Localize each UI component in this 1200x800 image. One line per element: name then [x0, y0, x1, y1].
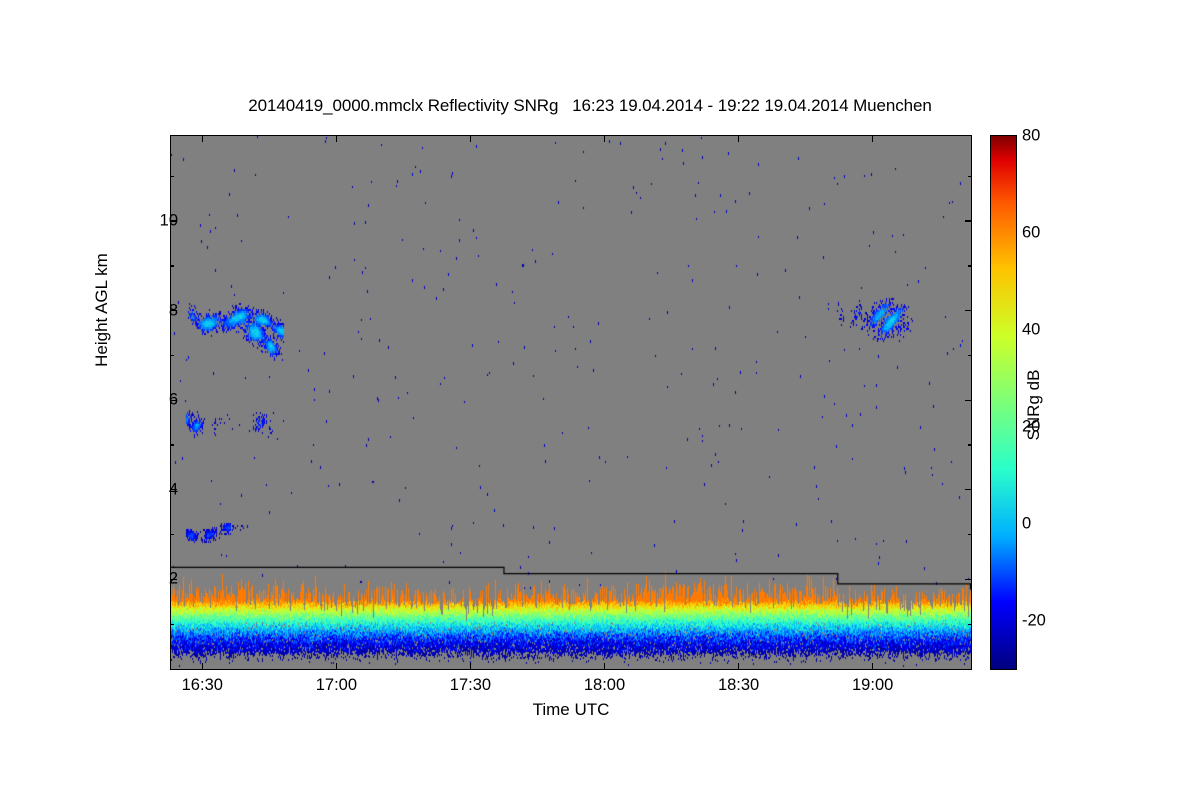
- x-tick-label-3: 18:00: [583, 676, 626, 694]
- colorbar-tick-label-3: 40: [1022, 320, 1041, 339]
- plot-area: [170, 135, 972, 670]
- x-tick-label-4: 18:30: [717, 676, 760, 694]
- y-tick-label-4: 10: [159, 211, 178, 230]
- y-minor-tick-right-1: [968, 533, 972, 536]
- y-tick-right-4: [965, 220, 972, 222]
- x-tick-label-1: 17:00: [315, 676, 358, 694]
- y-tick-label-2: 6: [168, 390, 178, 409]
- x-tick-1: [335, 663, 337, 670]
- y-tick-3: [170, 310, 177, 312]
- colorbar-label: SNRg dB: [1024, 369, 1043, 441]
- x-tick-label-0: 16:30: [181, 676, 223, 694]
- y-tick-0: [170, 578, 177, 581]
- y-minor-tick-right-0: [968, 623, 972, 625]
- y-minor-tick-right-2: [968, 444, 972, 446]
- y-tick-right-0: [965, 578, 972, 581]
- colorbar: [990, 135, 1017, 670]
- y-minor-tick-4: [170, 265, 174, 267]
- x-tick-top-0: [201, 135, 203, 142]
- y-minor-tick-0: [170, 623, 174, 625]
- x-axis-label: Time UTC: [532, 700, 610, 719]
- colorbar-tick-label-5: 80: [1022, 126, 1041, 145]
- colorbar-tick-label-4: 60: [1022, 223, 1041, 242]
- x-tick-top-2: [469, 135, 472, 142]
- x-tick-4: [737, 663, 740, 670]
- colorbar-tick-label-2: 20: [1022, 417, 1041, 436]
- x-tick-0: [201, 663, 203, 670]
- y-minor-tick-1: [170, 533, 174, 536]
- x-tick-label-2: 17:30: [449, 676, 492, 694]
- y-tick-right-1: [965, 489, 972, 491]
- x-tick-2: [469, 663, 472, 670]
- page-title: 20140419_0000.mmclx Reflectivity SNRg 16…: [248, 96, 932, 115]
- y-tick-2: [170, 399, 177, 401]
- y-tick-4: [170, 220, 177, 222]
- y-tick-label-1: 4: [168, 480, 178, 499]
- y-minor-tick-2: [170, 444, 174, 446]
- y-minor-tick-right-5: [968, 175, 972, 177]
- x-tick-top-4: [737, 135, 740, 142]
- x-tick-label-5: 19:00: [852, 676, 894, 694]
- y-tick-label-0: 2: [168, 569, 178, 588]
- colorbar-gradient: [991, 136, 1016, 669]
- y-tick-1: [170, 489, 177, 491]
- y-minor-tick-3: [170, 354, 174, 357]
- y-minor-tick-right-4: [968, 265, 972, 267]
- y-tick-right-2: [965, 399, 972, 401]
- x-tick-3: [603, 663, 606, 670]
- y-minor-tick-right-3: [968, 354, 972, 357]
- colorbar-tick-label-0: -20: [1022, 611, 1046, 630]
- y-tick-label-3: 8: [168, 301, 178, 320]
- reflectivity-heatmap: [171, 136, 971, 669]
- x-tick-top-1: [335, 135, 337, 142]
- colorbar-tick-label-1: 0: [1022, 514, 1032, 533]
- x-tick-top-5: [872, 135, 874, 142]
- y-axis-label: Height AGL km: [92, 253, 111, 367]
- x-tick-top-3: [603, 135, 606, 142]
- x-tick-5: [872, 663, 874, 670]
- y-tick-right-3: [965, 310, 972, 312]
- y-minor-tick-5: [170, 175, 174, 177]
